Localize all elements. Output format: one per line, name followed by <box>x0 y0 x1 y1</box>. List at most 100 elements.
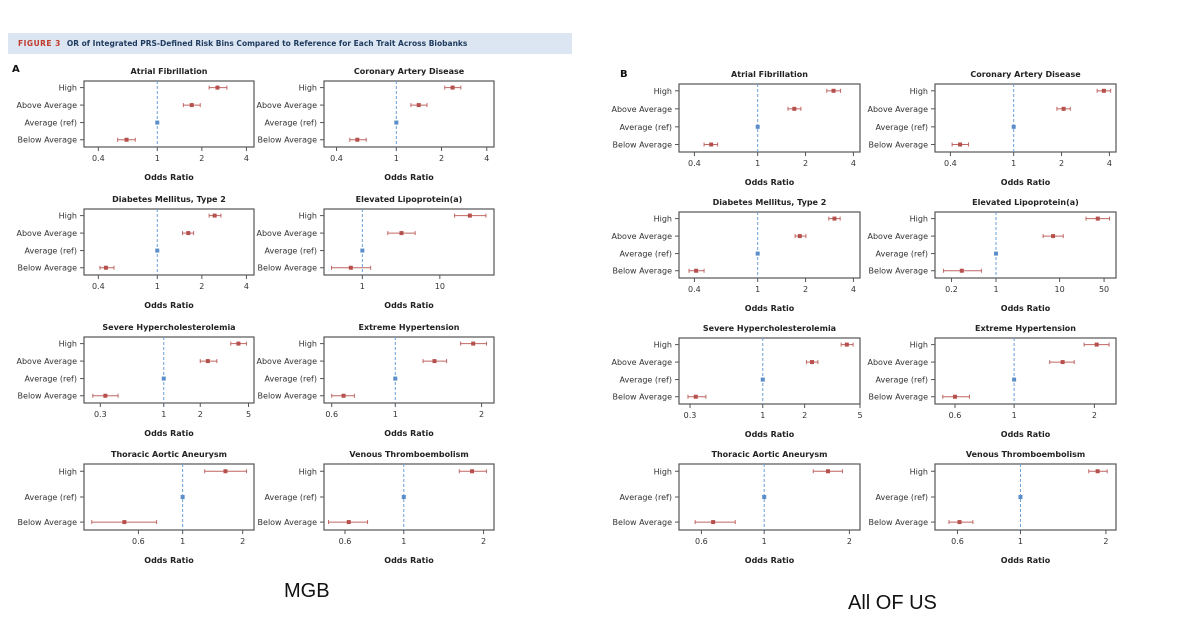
odds-ratio-point <box>959 268 964 273</box>
odds-ratio-point <box>103 265 108 270</box>
forest-plot: Atrial Fibrillation High Above Average Aver… <box>612 70 861 187</box>
plot-title: Extreme Hypertension <box>975 324 1076 333</box>
x-tick-label: 1 <box>755 159 760 168</box>
plot-frame <box>934 337 1117 405</box>
plot-frame <box>323 80 495 148</box>
odds-ratio-point <box>711 520 716 525</box>
plot-frame <box>323 208 495 276</box>
x-tick-label: 2 <box>803 285 808 294</box>
odds-ratio-point <box>1095 469 1100 474</box>
x-axis-label: Odds Ratio <box>384 173 434 182</box>
row-label: Average (ref) <box>25 119 78 128</box>
row-label: Above Average <box>612 232 673 241</box>
x-tick-label: 4 <box>851 285 856 294</box>
odds-ratio-point <box>215 85 220 90</box>
x-tick-label: 0.4 <box>688 159 701 168</box>
forest-plot: Venous Thromboembolism High Average (ref) B… <box>258 450 495 565</box>
row-label: Below Average <box>613 141 673 150</box>
row-label: High <box>59 467 77 476</box>
x-axis-label: Odds Ratio <box>384 556 434 565</box>
x-tick-label: 0.6 <box>339 537 352 546</box>
reference-point <box>1012 377 1017 382</box>
x-tick-label: 2 <box>803 159 808 168</box>
x-tick-label: 4 <box>244 282 249 291</box>
plot-title: Atrial Fibrillation <box>731 70 808 79</box>
reference-point <box>360 248 365 253</box>
row-label: Below Average <box>18 518 78 527</box>
x-axis-label: Odds Ratio <box>1001 430 1051 439</box>
x-tick-label: 1 <box>762 537 767 546</box>
x-tick-label: 4 <box>484 154 489 163</box>
odds-ratio-point <box>958 142 963 147</box>
row-label: Average (ref) <box>620 493 673 502</box>
plot-title: Diabetes Mellitus, Type 2 <box>112 195 226 204</box>
x-tick-label: 0.4 <box>330 154 343 163</box>
row-label: High <box>910 341 928 350</box>
plot-title: Diabetes Mellitus, Type 2 <box>713 198 827 207</box>
x-axis-label: Odds Ratio <box>745 304 795 313</box>
x-tick-label: 4 <box>1107 159 1112 168</box>
odds-ratio-point <box>1060 360 1065 365</box>
odds-ratio-point <box>832 216 837 221</box>
plot-frame <box>83 80 255 148</box>
x-tick-label: 1 <box>394 154 399 163</box>
row-label: Above Average <box>868 232 929 241</box>
reference-point <box>155 120 160 125</box>
reference-point <box>1011 124 1016 129</box>
odds-ratio-point <box>957 520 962 525</box>
odds-ratio-point <box>346 520 351 525</box>
row-label: High <box>910 467 928 476</box>
odds-ratio-point <box>844 342 849 347</box>
x-tick-label: 1 <box>401 537 406 546</box>
row-label: Above Average <box>17 229 78 238</box>
row-label: Average (ref) <box>25 493 78 502</box>
reference-point <box>161 376 166 381</box>
reference-point <box>762 495 767 499</box>
x-axis-label: Odds Ratio <box>1001 556 1051 565</box>
x-axis-label: Odds Ratio <box>1001 304 1051 313</box>
odds-ratio-point <box>810 360 815 365</box>
x-tick-label: 2 <box>439 154 444 163</box>
reference-point <box>393 376 398 381</box>
panel-label-b: B <box>620 69 628 80</box>
odds-ratio-point <box>122 520 127 525</box>
caption-mgb: MGB <box>284 580 330 602</box>
x-tick-label: 1 <box>755 285 760 294</box>
forest-plot: Diabetes Mellitus, Type 2 High Above Avera… <box>612 198 861 313</box>
plot-title: Venous Thromboembolism <box>966 450 1085 459</box>
reference-point <box>760 377 765 382</box>
odds-ratio-point <box>212 213 217 218</box>
odds-ratio-point <box>1061 106 1066 111</box>
plot-frame <box>83 336 255 404</box>
forest-plot: Venous Thromboembolism High Average (ref) B… <box>869 450 1117 565</box>
row-label: Above Average <box>868 358 929 367</box>
row-label: Average (ref) <box>620 250 673 259</box>
plot-frame <box>678 337 861 405</box>
odds-ratio-point <box>341 393 346 398</box>
forest-plot: Severe Hypercholesterolemia High Above Ave… <box>17 323 255 438</box>
x-tick-label: 1 <box>1012 411 1017 420</box>
x-tick-label: 2 <box>199 282 204 291</box>
x-tick-label: 10 <box>1055 285 1065 294</box>
figure-header: FIGURE 3 OR of Integrated PRS-Defined Ri… <box>8 33 572 54</box>
reference-point <box>394 120 399 125</box>
x-axis-label: Odds Ratio <box>144 429 194 438</box>
row-label: Average (ref) <box>876 493 929 502</box>
row-label: Below Average <box>613 267 673 276</box>
forest-plot: Coronary Artery Disease High Above Average… <box>868 70 1117 187</box>
odds-ratio-point <box>1101 88 1106 93</box>
reference-point <box>155 248 160 253</box>
x-tick-label: 2 <box>481 537 486 546</box>
x-tick-label: 2 <box>479 410 484 419</box>
plot-title: Elevated Lipoprotein(a) <box>972 198 1079 207</box>
x-axis-label: Odds Ratio <box>384 301 434 310</box>
row-label: Average (ref) <box>265 247 318 256</box>
caption-all-of-us: All OF US <box>848 592 937 614</box>
plot-title: Atrial Fibrillation <box>131 67 208 76</box>
odds-ratio-point <box>471 341 476 346</box>
odds-ratio-point <box>348 265 353 270</box>
odds-ratio-point <box>831 88 836 93</box>
row-label: Below Average <box>258 392 318 401</box>
x-tick-label: 0.3 <box>94 410 107 419</box>
odds-ratio-point <box>416 103 421 108</box>
